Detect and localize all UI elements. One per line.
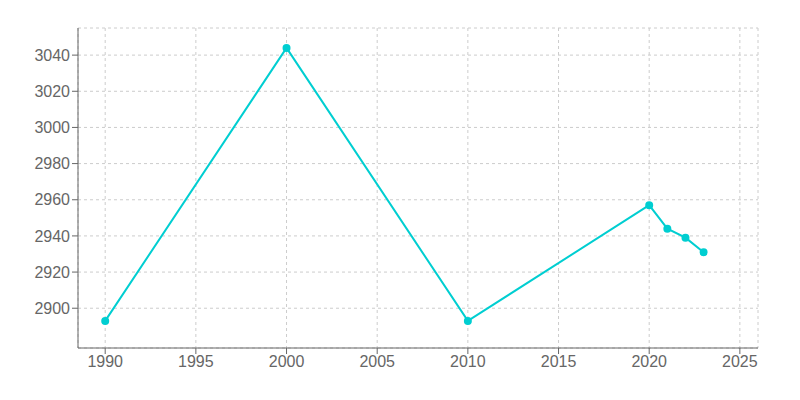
svg-text:2000: 2000 xyxy=(269,353,305,370)
svg-text:3020: 3020 xyxy=(34,83,70,100)
svg-text:2960: 2960 xyxy=(34,191,70,208)
svg-text:2900: 2900 xyxy=(34,300,70,317)
svg-text:2015: 2015 xyxy=(541,353,577,370)
svg-text:2025: 2025 xyxy=(722,353,758,370)
svg-text:3040: 3040 xyxy=(34,47,70,64)
svg-text:3000: 3000 xyxy=(34,119,70,136)
svg-text:2010: 2010 xyxy=(450,353,486,370)
svg-text:1990: 1990 xyxy=(87,353,123,370)
svg-text:1995: 1995 xyxy=(178,353,214,370)
svg-text:2940: 2940 xyxy=(34,228,70,245)
svg-text:2020: 2020 xyxy=(631,353,667,370)
svg-text:2005: 2005 xyxy=(359,353,395,370)
svg-text:2980: 2980 xyxy=(34,155,70,172)
svg-text:2920: 2920 xyxy=(34,264,70,281)
